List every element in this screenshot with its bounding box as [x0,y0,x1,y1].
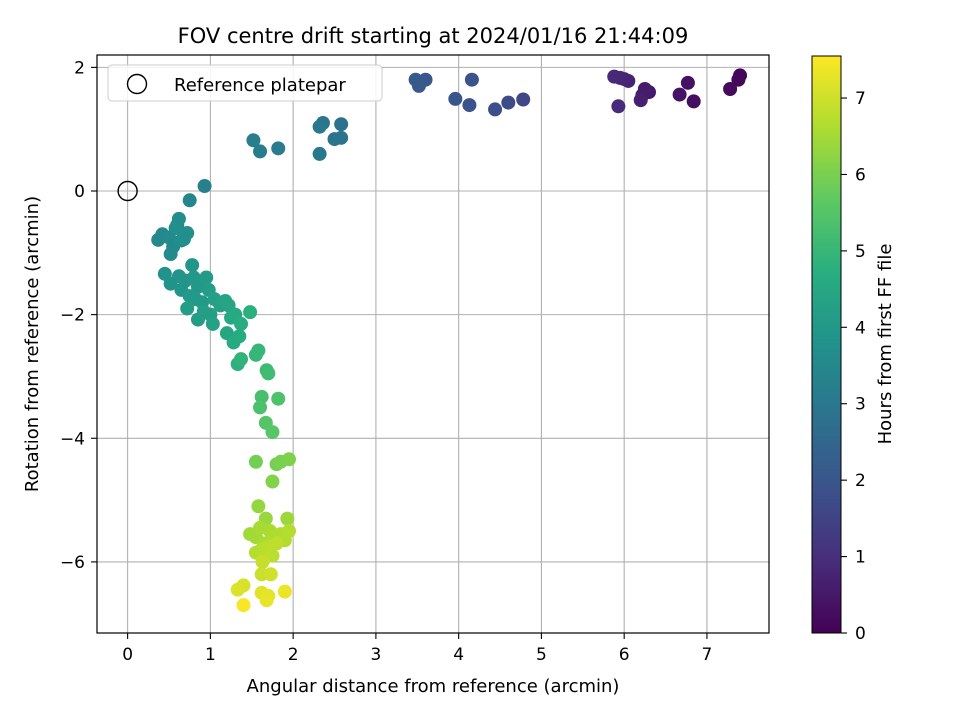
colorbar-gradient [811,55,842,634]
y-tick-label: 0 [74,182,85,202]
data-point [251,499,266,514]
data-point [723,82,738,96]
data-point [312,119,327,134]
data-point [607,69,622,84]
data-point [168,221,183,236]
data-point [199,270,214,285]
data-point [246,133,261,148]
data-point [680,75,695,90]
y-tick-label: 2 [74,58,85,78]
colorbar-tick-label: 0 [855,624,866,644]
y-axis-label: Rotation from reference (arcmin) [22,196,43,492]
data-point [253,144,268,159]
y-axis-ticks: −6 −4 −2 0 2 [60,58,97,573]
chart-title: FOV centre drift starting at 2024/01/16 … [178,24,689,48]
data-point [269,536,284,551]
y-tick-label: −4 [60,429,85,449]
legend-box [107,64,383,102]
legend-marker [126,73,148,95]
grid [97,55,769,633]
x-axis-ticks: 0 1 2 3 4 5 6 7 [122,633,712,665]
data-point [234,352,248,367]
x-tick-label: 6 [619,645,630,665]
data-point [182,193,197,208]
data-point [261,366,276,381]
data-point [408,72,423,87]
data-point [271,141,286,156]
colorbar-tick-label: 2 [855,471,866,491]
data-point [271,391,286,406]
y-tick-label: −6 [60,553,85,573]
data-point [255,554,270,569]
data-point [248,454,263,469]
x-tick-label: 4 [453,645,464,665]
x-tick-label: 1 [205,645,216,665]
data-point [611,99,626,114]
data-point [180,301,195,316]
data-point [633,93,648,108]
data-point [232,329,247,344]
data-point [230,582,245,597]
data-point [263,567,278,582]
data-point [277,584,292,599]
data-point [312,146,327,161]
x-axis-label: Angular distance from reference (arcmin) [247,676,620,697]
data-point [197,179,212,194]
data-point [265,425,280,440]
data-point [265,474,280,489]
data-point [205,316,220,331]
data-point [253,400,268,415]
x-tick-label: 7 [702,645,713,665]
colorbar-tick-label: 1 [855,548,866,568]
data-point [163,247,178,262]
data-point [516,92,531,107]
reference-marker [117,180,138,202]
data-point [672,87,687,102]
data-point [488,102,503,117]
data-point [448,91,463,106]
data-point [254,389,269,404]
data-point [327,132,342,147]
colorbar-tick-label: 5 [855,242,866,262]
data-point [501,95,516,110]
data-point [282,452,296,467]
colorbar-tick-label: 7 [855,89,866,109]
y-tick-label: −2 [60,306,85,326]
colorbar-tick-label: 4 [855,318,866,338]
data-point [243,305,258,320]
plot-frame [96,54,770,634]
data-point [686,94,701,109]
legend-entry: Reference platepar [174,75,346,96]
x-tick-label: 5 [536,645,547,665]
colorbar-tick-label: 3 [855,395,866,415]
x-tick-label: 0 [122,645,133,665]
data-point [190,279,205,294]
colorbar-label: Hours from first FF file [875,244,896,445]
data-point [185,258,200,273]
data-point [464,72,479,87]
legend: Reference platepar [107,64,383,102]
colorbar-ticks: 0 1 2 3 4 5 6 7 [841,89,866,644]
data-point [282,524,296,538]
data-points [151,68,748,613]
data-point [251,343,266,358]
data-point [234,316,248,331]
colorbar: 0 1 2 3 4 5 6 7 Hours from first FF file [811,55,896,644]
x-tick-label: 2 [288,645,299,665]
data-point [462,98,477,113]
x-tick-label: 3 [370,645,381,665]
data-point [280,511,295,526]
data-point [259,593,274,608]
colorbar-tick-label: 6 [855,165,866,185]
data-point [731,72,746,87]
data-point [176,232,191,247]
data-point [334,117,349,132]
data-point [236,598,251,613]
